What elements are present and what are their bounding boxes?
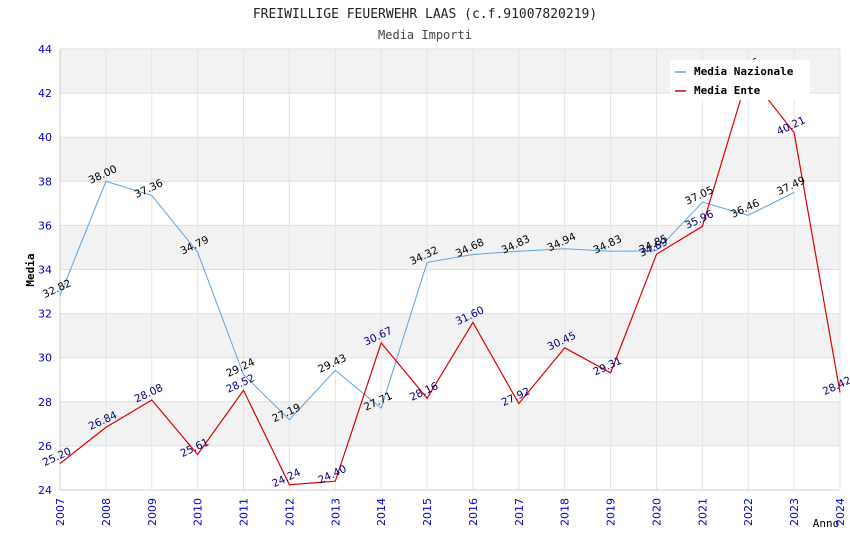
x-tick-label: 2013 bbox=[329, 498, 342, 526]
legend-label-nazionale: Media Nazionale bbox=[694, 65, 794, 78]
legend-box bbox=[670, 60, 810, 100]
x-tick-label: 2021 bbox=[696, 498, 709, 526]
x-tick-label: 2018 bbox=[559, 498, 572, 526]
x-tick-label: 2008 bbox=[100, 498, 113, 526]
x-tick-label: 2007 bbox=[54, 498, 67, 526]
x-tick-label: 2020 bbox=[650, 498, 663, 526]
x-tick-label: 2014 bbox=[375, 498, 388, 526]
y-tick-label: 40 bbox=[38, 131, 52, 144]
chart-subtitle: Media Importi bbox=[378, 28, 472, 42]
tick-labels: 24 26 28 30 32 34 36 38 40 42 44 2007 2008 2009 2010 20… bbox=[38, 43, 847, 526]
y-tick-label: 34 bbox=[38, 264, 52, 277]
x-tick-label: 2019 bbox=[605, 498, 618, 526]
x-tick-label: 2010 bbox=[192, 498, 205, 526]
plot-band bbox=[60, 93, 840, 138]
legend-label-ente: Media Ente bbox=[694, 84, 761, 97]
y-tick-label: 38 bbox=[38, 175, 52, 188]
x-tick-label: 2009 bbox=[146, 498, 159, 526]
y-tick-label: 24 bbox=[38, 484, 52, 497]
y-tick-label: 44 bbox=[38, 43, 52, 56]
plot-band bbox=[60, 357, 840, 402]
plot-band bbox=[60, 137, 840, 182]
y-tick-label: 30 bbox=[38, 352, 52, 365]
y-tick-label: 26 bbox=[38, 440, 52, 453]
series-lines bbox=[59, 72, 841, 486]
y-tick-label: 42 bbox=[38, 87, 52, 100]
y-tick-label: 36 bbox=[38, 219, 52, 232]
axes bbox=[59, 49, 840, 491]
plot-band bbox=[60, 313, 840, 358]
x-tick-label: 2022 bbox=[742, 498, 755, 526]
plot-band bbox=[60, 269, 840, 314]
plot-bands bbox=[60, 49, 840, 490]
x-tick-label: 2016 bbox=[467, 498, 480, 526]
x-tick-label: 2017 bbox=[513, 498, 526, 526]
y-axis-label: Media bbox=[24, 253, 37, 286]
y-tick-label: 32 bbox=[38, 308, 52, 321]
series-line-nazionale bbox=[59, 180, 795, 421]
plot-band bbox=[60, 445, 840, 490]
x-tick-label: 2011 bbox=[238, 498, 251, 526]
y-tick-label: 28 bbox=[38, 396, 52, 409]
plot-band bbox=[60, 401, 840, 446]
chart-title: FREIWILLIGE FEUERWEHR LAAS (c.f.91007820… bbox=[253, 7, 597, 22]
x-tick-label: 2015 bbox=[421, 498, 434, 526]
legend: Media Nazionale Media Ente bbox=[670, 60, 810, 100]
plot-band bbox=[60, 181, 840, 226]
x-tick-label: 2012 bbox=[283, 498, 296, 526]
x-axis-label: Anno bbox=[813, 517, 840, 530]
series-line-ente bbox=[59, 72, 841, 486]
x-tick-label: 2023 bbox=[788, 498, 801, 526]
x-tick-label: 2024 bbox=[834, 498, 847, 526]
plot-band bbox=[60, 225, 840, 270]
